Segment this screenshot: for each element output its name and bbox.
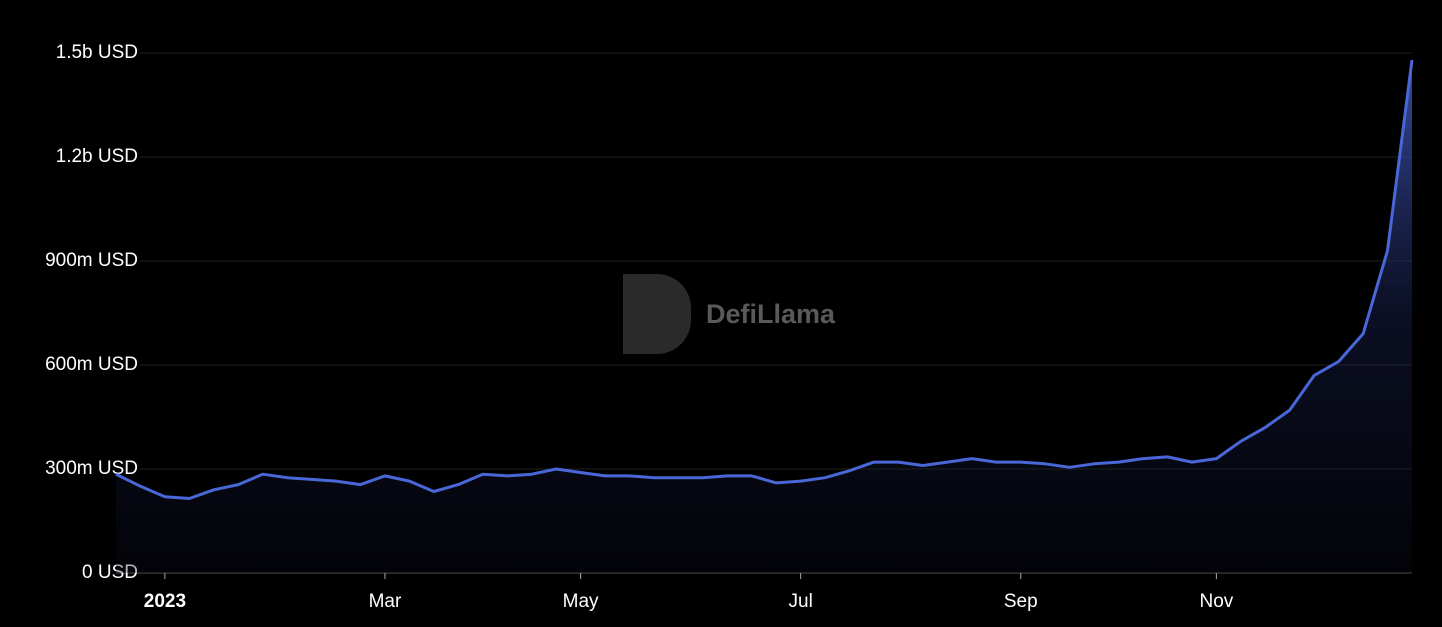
x-tick-label: Jul xyxy=(789,591,813,612)
watermark-text: DefiLlama xyxy=(706,299,836,329)
watermark: DefiLlama xyxy=(623,274,836,354)
y-tick-label: 900m USD xyxy=(45,250,138,271)
line xyxy=(115,59,1414,500)
watermark-logo-part xyxy=(623,274,657,354)
x-tick-label: Mar xyxy=(369,591,402,612)
x-tick-label: 2023 xyxy=(144,591,186,612)
y-tick-label: 300m USD xyxy=(45,458,138,479)
x-tick-label: Nov xyxy=(1199,591,1233,612)
x-tick-label: Sep xyxy=(1004,591,1038,612)
area xyxy=(116,59,1412,573)
y-tick-label: 1.5b USD xyxy=(56,42,138,63)
y-tick-label: 1.2b USD xyxy=(56,146,138,167)
x-tick-label: May xyxy=(563,591,599,612)
y-tick-label: 600m USD xyxy=(45,354,138,375)
